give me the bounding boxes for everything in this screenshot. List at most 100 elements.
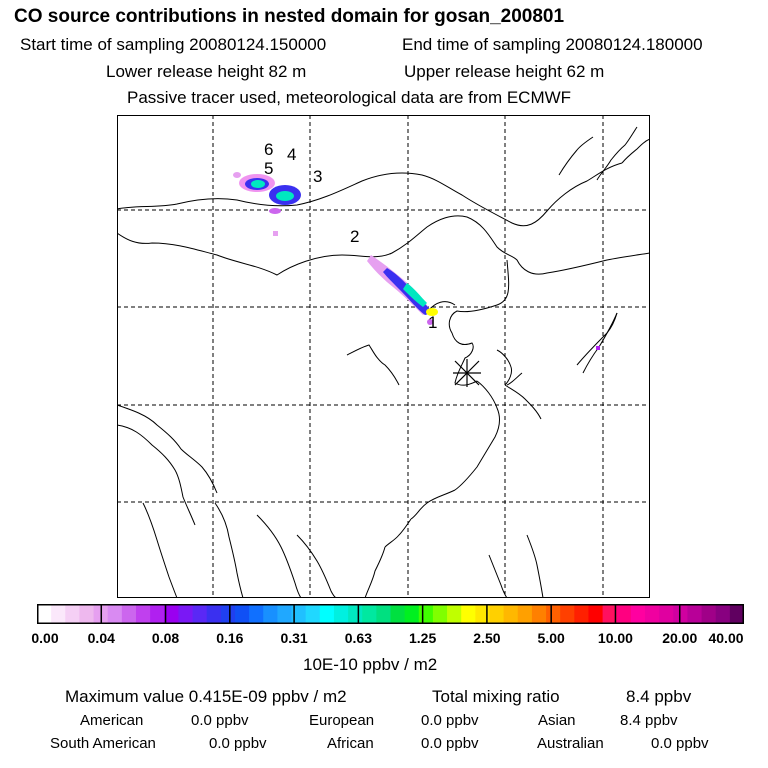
source-label-6: 6: [264, 140, 274, 159]
region-american-value: 0.0 ppbv: [191, 712, 249, 729]
source-label-1: 1: [428, 313, 438, 332]
colorbar-cell: [432, 604, 448, 624]
colorbar-cell: [333, 604, 349, 624]
colorbar-cell: [150, 604, 165, 624]
region-asian-value: 8.4 ppbv: [620, 712, 678, 729]
region-african-name: African: [327, 735, 374, 752]
source-label-4: 4: [287, 145, 297, 164]
source-label-2: 2: [350, 227, 360, 246]
colorbar-tick-label: 10.00: [597, 630, 633, 646]
colorbar-cell: [107, 604, 123, 624]
colorbar-cell: [503, 604, 519, 624]
colorbar-cell: [588, 604, 603, 624]
region-european-value: 0.0 ppbv: [421, 712, 479, 729]
colorbar-cell: [560, 604, 575, 624]
sampling-end: End time of sampling 20080124.180000: [402, 35, 703, 54]
source-label-5: 5: [264, 159, 274, 178]
region-european-name: European: [309, 712, 375, 729]
colorbar-cell: [376, 604, 391, 624]
colorbar-cell: [701, 604, 717, 624]
plume-region-5-6: [233, 172, 275, 192]
colorbar-cell: [206, 604, 222, 624]
colorbar-cell: [178, 604, 193, 624]
tracer-note: Passive tracer used, meteorological data…: [127, 88, 572, 107]
colorbar-cell: [531, 604, 547, 624]
colorbar-cell: [263, 604, 278, 624]
colorbar-tick-label: 20.00: [662, 630, 698, 646]
colorbar-tick-label: 40.00: [708, 630, 744, 646]
plume-core: [251, 180, 265, 188]
colorbar-tick-label: 0.63: [344, 630, 372, 646]
colorbar-cell: [659, 604, 674, 624]
plume-region-3: [269, 185, 301, 236]
colorbar-cell: [277, 604, 292, 624]
plume-peak: [426, 308, 438, 316]
colorbar-cell: [517, 604, 533, 624]
colorbar-tick-label: 1.25: [409, 630, 437, 646]
colorbar-cell: [135, 604, 151, 624]
map-canvas: [117, 115, 650, 598]
colorbar-cell: [546, 604, 561, 624]
colorbar-cell: [121, 604, 137, 624]
plume-fragment: [273, 231, 278, 236]
colorbar-cell: [461, 604, 476, 624]
colorbar-cell: [362, 604, 377, 624]
colorbar-cell: [390, 604, 406, 624]
colorbar-cell: [79, 604, 94, 624]
map-frame: [117, 115, 650, 598]
plot-title: CO source contributions in nested domain…: [14, 6, 565, 27]
colorbar-tick-label: 5.00: [537, 630, 565, 646]
map-panel: 1 2 3 4 5 6: [117, 115, 650, 598]
region-south-american-name: South American: [50, 735, 156, 752]
colorbar-cell: [574, 604, 589, 624]
colorbar-cell: [249, 604, 264, 624]
plume-region-1-2: [367, 255, 438, 325]
max-value: Maximum value 0.415E-09 ppbv / m2: [65, 687, 347, 706]
sampling-start: Start time of sampling 20080124.150000: [20, 35, 327, 54]
colorbar-cell: [234, 604, 250, 624]
total-mixing-label: Total mixing ratio: [432, 687, 560, 706]
colorbar-tick-label: 0.16: [216, 630, 244, 646]
colorbar-frame: [37, 604, 744, 624]
colorbar-cell: [645, 604, 660, 624]
colorbar-cell: [319, 604, 335, 624]
colorbar-cell: [673, 604, 688, 624]
colorbar-cell: [418, 604, 434, 624]
colorbar-cell: [164, 604, 179, 624]
lower-release-height: Lower release height 82 m: [106, 62, 307, 81]
colorbar-cell: [602, 604, 618, 624]
region-south-american-value: 0.0 ppbv: [209, 735, 267, 752]
colorbar-cell: [447, 604, 462, 624]
graticule: [117, 115, 650, 598]
colorbar-cell: [291, 604, 307, 624]
region-african-value: 0.0 ppbv: [421, 735, 479, 752]
plume-fragment: [427, 319, 433, 325]
colorbar-cell: [475, 604, 490, 624]
colorbar-cell: [51, 604, 66, 624]
region-australian-name: Australian: [537, 735, 604, 752]
colorbar-tick-label: 2.50: [473, 630, 501, 646]
colorbar-cell: [687, 604, 702, 624]
colorbar-tick-label: 0.00: [31, 630, 59, 646]
colorbar-legend: [37, 604, 744, 624]
colorbar-cell: [305, 604, 321, 624]
receptor-marker: [453, 359, 481, 387]
colorbar-cell: [192, 604, 208, 624]
colorbar-cell: [729, 604, 744, 624]
colorbar-cell: [715, 604, 731, 624]
upper-release-height: Upper release height 62 m: [404, 62, 605, 81]
colorbar-unit: 10E-10 ppbv / m2: [303, 655, 438, 674]
colorbar-cell: [220, 604, 236, 624]
source-label-3: 3: [313, 167, 323, 186]
colorbar-tick-label: 0.04: [87, 630, 115, 646]
colorbar-cell: [37, 604, 52, 624]
colorbar-tick-label: 0.31: [280, 630, 308, 646]
plume-core: [276, 191, 294, 201]
region-american-name: American: [80, 712, 144, 729]
colorbar-cell: [65, 604, 80, 624]
plume-fragment-japan: [596, 346, 600, 350]
coastlines-borders: [117, 126, 650, 598]
plume-fragment: [233, 172, 241, 178]
colorbar-tick-label: 0.08: [151, 630, 180, 646]
total-mixing-value: 8.4 ppbv: [626, 687, 692, 706]
